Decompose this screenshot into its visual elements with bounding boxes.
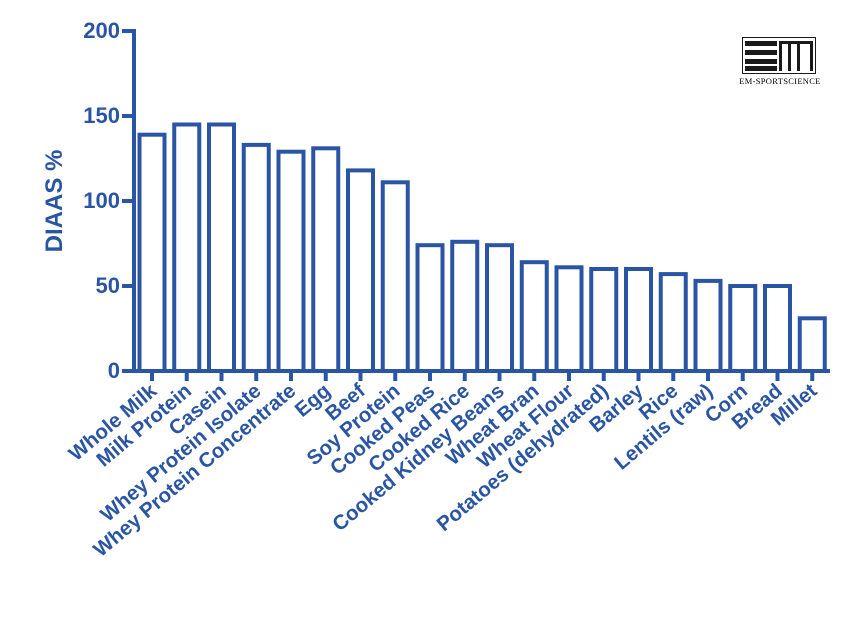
x-axis	[132, 369, 830, 381]
y-tick-label: 50	[96, 273, 120, 298]
bar	[346, 168, 375, 373]
bar	[763, 284, 792, 373]
bar	[519, 260, 549, 374]
bar	[693, 278, 723, 373]
bar	[797, 316, 827, 373]
bar	[276, 149, 306, 373]
bar	[450, 239, 480, 373]
bar	[589, 267, 619, 373]
bar	[485, 243, 514, 373]
y-tick-label: 200	[83, 18, 120, 43]
bar	[554, 265, 584, 373]
bars-group	[137, 122, 827, 374]
y-tick-label: 150	[83, 103, 120, 128]
y-axis: 0 50 100 150 200	[83, 18, 136, 383]
bar	[415, 243, 445, 373]
bar	[137, 132, 167, 373]
y-tick-label: 100	[83, 188, 120, 213]
bar	[380, 180, 410, 373]
bar	[311, 146, 341, 373]
y-tick-label: 0	[108, 358, 120, 383]
bar	[241, 142, 271, 373]
bar	[624, 267, 653, 373]
bar	[658, 272, 688, 374]
bar	[207, 122, 236, 373]
em-sportscience-logo	[742, 37, 816, 74]
logo-caption: EM-SPORTSCIENCE	[739, 76, 821, 86]
y-axis-label: DIAAS %	[41, 150, 68, 253]
bar	[728, 284, 758, 373]
bar	[172, 122, 202, 373]
